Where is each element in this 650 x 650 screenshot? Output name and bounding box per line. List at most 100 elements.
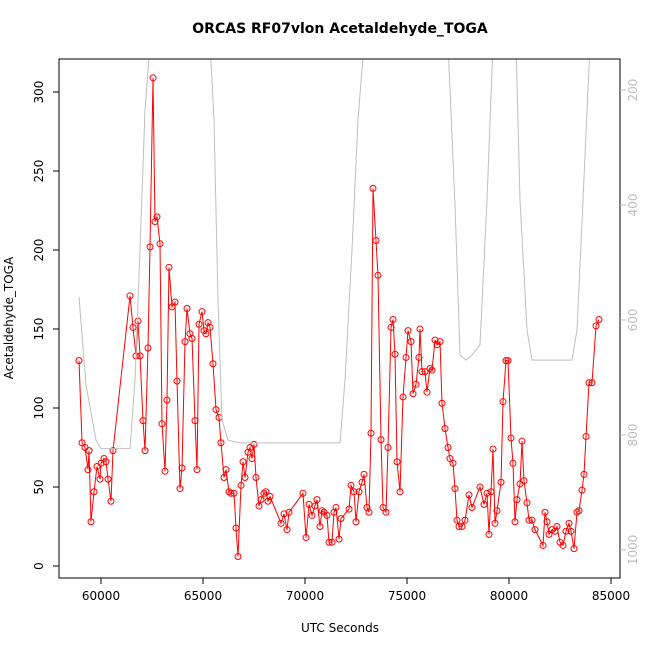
data-point <box>402 353 410 361</box>
data-point <box>562 527 570 535</box>
data-point <box>523 499 531 507</box>
data-point <box>559 541 567 549</box>
data-point <box>387 323 395 331</box>
series-line <box>78 77 600 557</box>
data-point <box>239 458 247 466</box>
data-point <box>250 440 258 448</box>
data-point <box>541 508 549 516</box>
data-point <box>335 535 343 543</box>
data-point <box>374 271 382 279</box>
data-point <box>377 436 385 444</box>
data-point <box>393 458 401 466</box>
data-point <box>144 344 152 352</box>
data-point <box>316 522 324 530</box>
data-point <box>441 425 449 433</box>
data-point <box>487 488 495 496</box>
data-point <box>318 507 326 515</box>
data-point <box>102 458 110 466</box>
data-point <box>136 352 144 360</box>
data-point <box>234 553 242 561</box>
data-point <box>191 417 199 425</box>
data-point <box>87 518 95 526</box>
data-point <box>468 504 476 512</box>
data-point <box>502 357 510 365</box>
data-point <box>520 477 528 485</box>
data-point <box>222 466 230 474</box>
data-point <box>217 439 225 447</box>
data-point <box>458 522 466 530</box>
data-point <box>372 237 380 245</box>
data-point <box>302 534 310 542</box>
data-point <box>332 504 340 512</box>
y-tick-label: 50 <box>32 479 46 494</box>
data-point <box>252 474 260 482</box>
data-point <box>565 519 573 527</box>
data-point <box>382 508 390 516</box>
data-point <box>134 317 142 325</box>
data-point <box>444 443 452 451</box>
y2-tick-label: 600 <box>626 308 640 331</box>
data-point <box>146 243 154 251</box>
x-tick-label: 70000 <box>286 589 324 603</box>
data-point <box>489 445 497 453</box>
data-point <box>399 393 407 401</box>
x-tick-label: 60000 <box>82 589 120 603</box>
data-point <box>436 338 444 346</box>
data-point <box>531 526 539 534</box>
data-point <box>404 327 412 335</box>
data-point <box>163 396 171 404</box>
data-point <box>415 353 423 361</box>
y-tick-label: 100 <box>32 397 46 420</box>
data-point <box>582 432 590 440</box>
data-point <box>539 541 547 549</box>
data-point <box>453 516 461 524</box>
data-point <box>396 488 404 496</box>
data-point <box>311 502 319 510</box>
y-tick-label: 300 <box>32 81 46 104</box>
data-point <box>423 388 431 396</box>
data-point <box>511 518 519 526</box>
data-point <box>412 380 420 388</box>
data-point <box>280 510 288 518</box>
x-tick-label: 80000 <box>490 589 528 603</box>
data-point <box>232 524 240 532</box>
data-point <box>345 505 353 513</box>
data-point <box>220 474 228 482</box>
data-point <box>465 491 473 499</box>
y-tick-label: 0 <box>32 562 46 570</box>
x-tick-label: 75000 <box>388 589 426 603</box>
data-point <box>491 519 499 527</box>
data-point <box>193 466 201 474</box>
data-point <box>260 489 268 497</box>
data-point <box>165 263 173 271</box>
data-point <box>585 379 593 387</box>
data-point <box>171 298 179 306</box>
data-point <box>451 485 459 493</box>
data-point <box>230 489 238 497</box>
data-point <box>384 443 392 451</box>
data-point <box>161 467 169 475</box>
data-point <box>75 357 83 365</box>
data-point <box>507 434 515 442</box>
data-point <box>156 240 164 248</box>
data-point <box>283 526 291 534</box>
data-point <box>497 478 505 486</box>
data-point <box>173 377 181 385</box>
data-point <box>578 486 586 494</box>
data-point <box>141 447 149 455</box>
data-point <box>438 399 446 407</box>
data-point <box>509 459 517 467</box>
x-tick-label: 85000 <box>592 589 630 603</box>
data-point <box>227 489 235 497</box>
data-point <box>528 516 536 524</box>
data-point <box>202 330 210 338</box>
data-point <box>328 538 336 546</box>
y-tick-label: 150 <box>32 318 46 341</box>
data-point <box>212 406 220 414</box>
data-point <box>543 518 551 526</box>
data-point <box>195 320 203 328</box>
data-point <box>588 379 596 387</box>
data-point <box>104 475 112 483</box>
data-point <box>553 522 561 530</box>
data-point <box>580 470 588 478</box>
